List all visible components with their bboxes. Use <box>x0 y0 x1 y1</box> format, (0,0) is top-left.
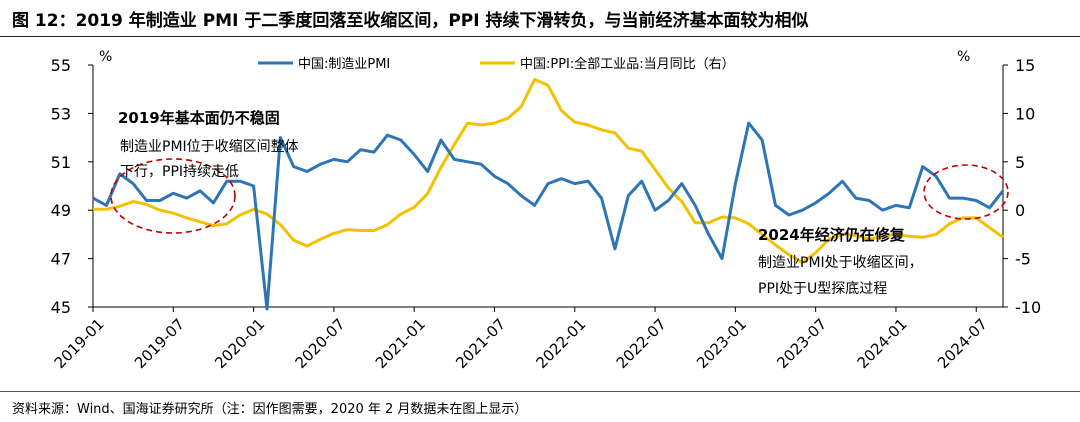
legend: 中国:制造业PMI 中国:PPI:全部工业品:当月同比（右） <box>258 56 735 72</box>
left-tick-label: 53 <box>51 104 71 123</box>
x-tick-label: 2023-07 <box>773 315 830 372</box>
right-tick-label: -10 <box>1015 298 1041 317</box>
x-tick-label: 2020-01 <box>211 315 268 372</box>
annotation-2024-line-1: 制造业PMI处于收缩区间， <box>758 255 923 271</box>
right-tick-label: 0 <box>1015 201 1025 220</box>
x-tick-label: 2022-01 <box>532 315 589 372</box>
source-divider <box>0 391 1080 392</box>
series-line-ppi <box>93 78 1004 264</box>
x-tick-label: 2019-01 <box>51 315 108 372</box>
x-axis-ticks: 2019-01 2019-07 2020-01 2020-07 2021-01 2021-… <box>51 307 991 372</box>
series-line-pmi <box>92 121 1005 311</box>
annotation-2024-line-2: PPI处于U型探底过程 <box>758 281 887 297</box>
left-tick-label: 45 <box>51 298 71 317</box>
right-tick-label: 15 <box>1015 56 1035 75</box>
source-note: 资料来源：Wind、国海证券研究所（注：因作图需要，2020 年 2 月数据未在… <box>12 402 528 417</box>
right-tick-label: 10 <box>1015 104 1035 123</box>
left-axis-ticks: 45 47 49 51 53 55 <box>51 56 93 317</box>
x-tick-label: 2024-01 <box>854 315 911 372</box>
annotations: 2019年基本面仍不稳固 制造业PMI位于收缩区间整体 下行，PPI持续走低 2… <box>110 109 1009 297</box>
left-tick-label: 47 <box>51 250 71 269</box>
left-tick-label: 49 <box>51 201 71 220</box>
right-axis-unit: % <box>957 49 970 65</box>
annotation-2019-line-1: 制造业PMI位于收缩区间整体 <box>120 139 299 155</box>
x-tick-label: 2019-07 <box>131 315 188 372</box>
x-tick-label: 2023-01 <box>693 315 750 372</box>
series-lines <box>92 78 1005 311</box>
x-tick-label: 2020-07 <box>292 315 349 372</box>
x-tick-label: 2024-07 <box>934 315 991 372</box>
highlight-ellipse-2024 <box>923 164 1009 220</box>
right-tick-label: 5 <box>1015 153 1025 172</box>
legend-label-pmi: 中国:制造业PMI <box>298 57 390 72</box>
legend-label-ppi: 中国:PPI:全部工业品:当月同比（右） <box>520 56 735 72</box>
annotation-2019-title: 2019年基本面仍不稳固 <box>118 109 280 127</box>
figure-title: 图 12：2019 年制造业 PMI 于二季度回落至收缩区间，PPI 持续下滑转… <box>12 11 809 31</box>
left-tick-label: 51 <box>51 153 71 172</box>
left-axis-unit: % <box>99 49 112 65</box>
annotation-2019-line-2: 下行，PPI持续走低 <box>120 163 239 180</box>
x-tick-label: 2022-07 <box>613 315 670 372</box>
x-tick-label: 2021-01 <box>372 315 429 372</box>
right-tick-label: -5 <box>1015 250 1031 269</box>
annotation-2024-title: 2024年经济仍在修复 <box>758 226 906 244</box>
left-tick-label: 55 <box>51 56 71 75</box>
x-tick-label: 2021-07 <box>452 315 509 372</box>
title-divider <box>0 36 1080 37</box>
highlight-ellipse-2019 <box>110 158 236 234</box>
right-axis-ticks: -10 -5 0 5 10 15 <box>1003 56 1041 317</box>
